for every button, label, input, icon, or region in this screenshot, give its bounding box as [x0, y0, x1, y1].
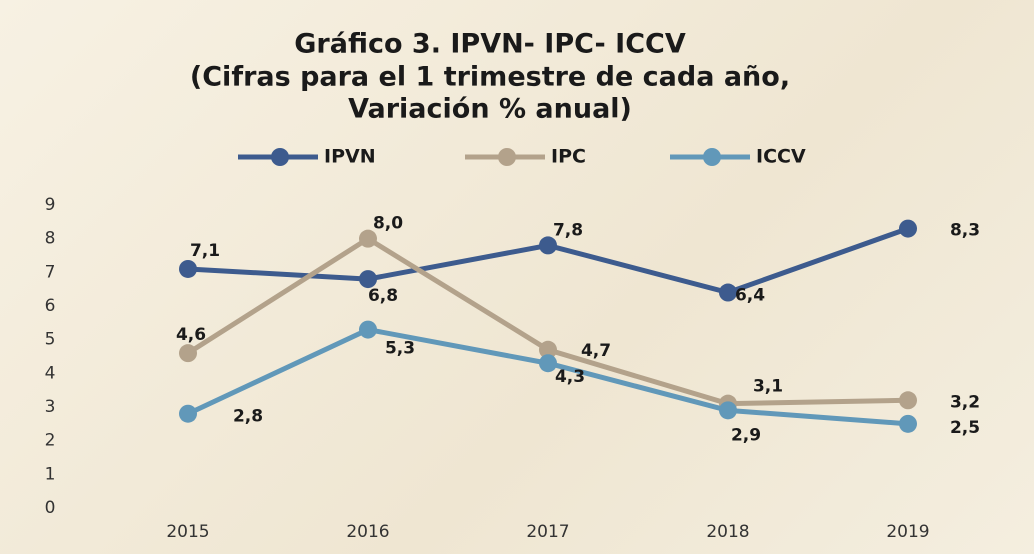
data-label: 4,3 — [555, 367, 585, 387]
legend-label: ICCV — [756, 146, 806, 168]
y-tick-label: 6 — [45, 296, 56, 316]
data-point — [539, 340, 557, 359]
data-label: 4,7 — [581, 341, 611, 361]
chart-title: Variación % anual) — [348, 94, 632, 125]
chart-title: (Cifras para el 1 trimestre de cada año, — [190, 62, 790, 93]
y-tick-label: 2 — [45, 431, 56, 451]
data-label: 8,0 — [373, 214, 403, 234]
series-line — [186, 235, 909, 407]
x-tick-label: 2019 — [886, 522, 929, 542]
data-point — [899, 414, 917, 433]
data-point — [359, 270, 377, 289]
data-point — [539, 354, 557, 373]
data-label: 3,1 — [753, 377, 783, 397]
data-point — [359, 320, 377, 339]
y-tick-label: 4 — [45, 363, 56, 383]
legend-label: IPVN — [324, 146, 376, 168]
data-label: 3,2 — [950, 392, 980, 412]
data-point — [179, 344, 197, 363]
y-tick-label: 0 — [45, 498, 56, 518]
x-tick-label: 2015 — [166, 522, 209, 542]
y-tick-label: 3 — [45, 397, 56, 417]
data-label: 2,8 — [233, 407, 263, 427]
data-point — [899, 219, 917, 238]
data-label: 5,3 — [385, 339, 415, 359]
y-tick-label: 5 — [45, 330, 56, 350]
data-label: 4,6 — [176, 325, 206, 345]
data-label: 2,9 — [731, 425, 761, 445]
chart-title: Gráfico 3. IPVN- IPC- ICCV — [294, 29, 686, 60]
data-label: 7,1 — [190, 241, 220, 261]
y-tick-label: 1 — [45, 464, 56, 484]
data-label: 6,4 — [735, 286, 765, 306]
x-tick-label: 2018 — [706, 522, 749, 542]
data-label: 6,8 — [368, 286, 398, 306]
data-label: 2,5 — [950, 418, 980, 438]
data-point — [899, 391, 917, 410]
data-point — [179, 259, 197, 278]
legend-marker — [703, 148, 721, 166]
legend-marker — [498, 148, 516, 166]
legend-marker — [271, 148, 289, 166]
data-point — [359, 229, 377, 248]
data-label: 8,3 — [950, 221, 980, 241]
y-tick-label: 7 — [45, 262, 56, 282]
data-point — [719, 283, 737, 302]
x-tick-label: 2017 — [526, 522, 569, 542]
data-point — [539, 236, 557, 255]
y-tick-label: 9 — [45, 195, 56, 215]
data-point — [179, 404, 197, 423]
legend-label: IPC — [551, 146, 586, 168]
data-label: 7,8 — [553, 220, 583, 240]
data-point — [719, 401, 737, 420]
y-tick-label: 8 — [45, 229, 56, 249]
x-tick-label: 2016 — [346, 522, 389, 542]
